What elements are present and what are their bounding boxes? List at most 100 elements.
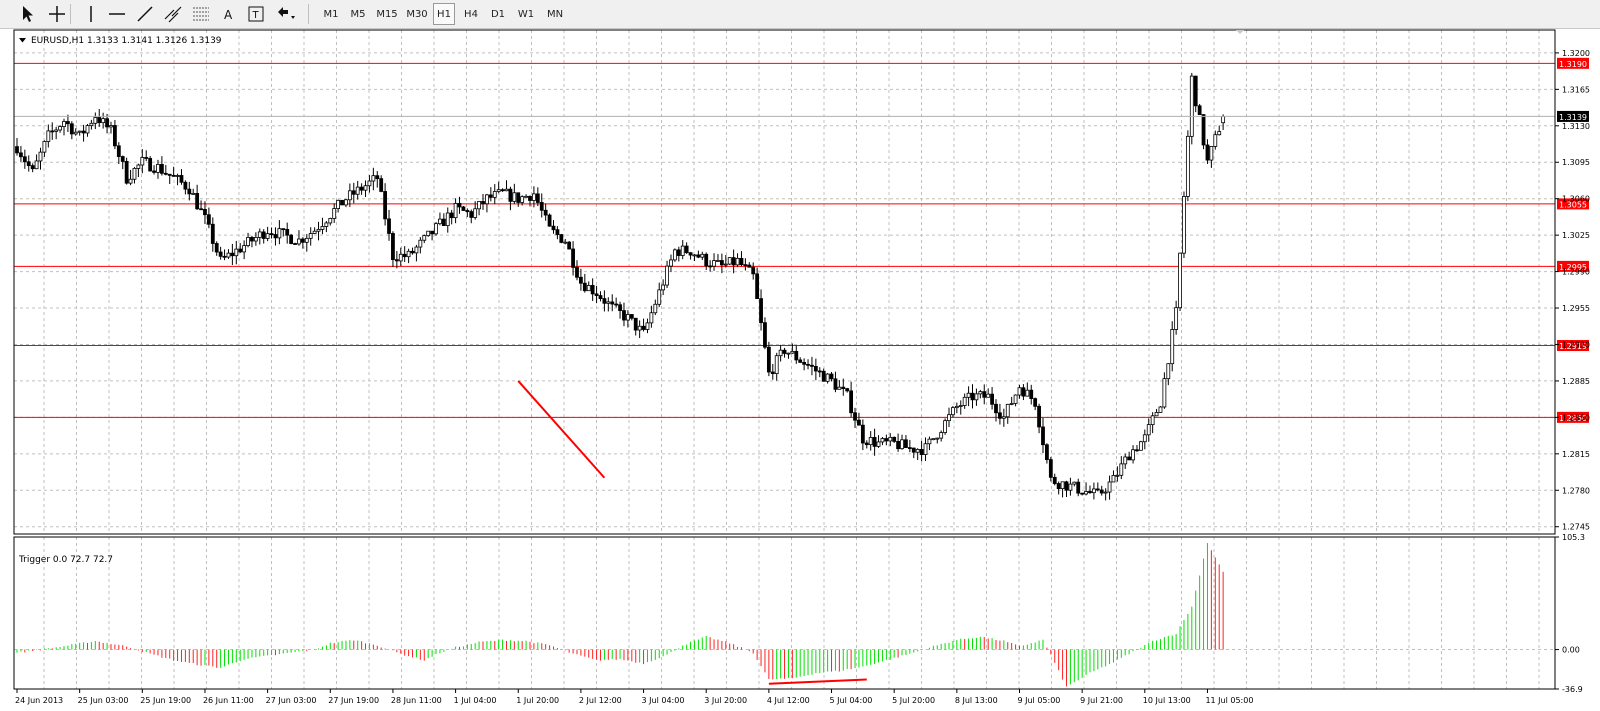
candle [69,121,74,140]
candle [802,358,807,371]
candle-body [1166,363,1171,380]
candle-body [864,442,869,446]
shift-marker-icon[interactable] [1236,30,1244,34]
timeframe-m5-button[interactable]: M5 [350,8,366,20]
candle [73,128,78,136]
candle [622,302,626,327]
candle [132,167,137,184]
trendline-icon [137,6,153,22]
candle-body [966,392,971,398]
candle [970,384,975,409]
candle-body [38,151,43,162]
candle [30,163,35,173]
candle [230,243,235,266]
timeframe-m30-button[interactable]: M30 [406,8,428,20]
candle [1084,482,1088,496]
timeframe-m15-button[interactable]: M15 [376,8,398,20]
candle [547,213,552,227]
chart-menu-icon[interactable] [19,38,26,43]
candle [344,198,348,208]
candle-body [1138,441,1143,451]
candle-body [316,229,321,232]
vertical-line-tool[interactable] [80,3,102,25]
candle [156,159,160,179]
timeframe-mn-button[interactable]: MN [546,8,564,20]
candle-body [817,370,822,373]
candle [1045,443,1049,464]
candle-body [896,440,900,450]
candle-body [845,388,850,392]
candle-body [481,201,485,205]
candle [841,378,846,396]
candle-body [383,191,388,220]
candle [300,237,305,249]
horizontal-line-tool[interactable] [106,3,128,25]
candle [101,112,106,129]
crosshair-tool[interactable] [46,3,68,25]
time-tick-label: 1 Jul 04:00 [454,696,497,705]
candle [394,251,399,269]
candle-body [919,449,924,456]
candle [579,268,583,291]
timeframe-m1-button[interactable]: M1 [323,8,339,20]
candle [1033,397,1038,411]
candle [559,233,564,244]
candle [864,440,869,449]
candle [1095,482,1100,492]
candle [904,435,908,448]
level-label: 1.2919 [1559,342,1587,351]
candle [880,437,885,446]
candle [594,285,599,304]
text-tool[interactable]: A [218,3,240,25]
candle-body [563,241,568,244]
candle-body [1131,449,1135,461]
arrows-dropdown-tool[interactable] [274,3,296,25]
candle [551,220,556,234]
fibonacci-icon [193,7,209,21]
candle [387,209,391,241]
candle-body [277,228,282,239]
candle-body [1037,405,1041,428]
candle-body [332,208,337,219]
timeframe-w1-button[interactable]: W1 [517,8,535,20]
candle-body [598,295,603,299]
candle [1111,470,1116,483]
chart-toolbar: A T M1 M5 M15 M30 H1 H4 D1 W1 MN [0,0,1600,29]
candle [516,192,521,207]
candle [391,231,395,268]
trendline-tool[interactable] [134,3,156,25]
candle-body [492,191,497,198]
timeframe-h4-button[interactable]: H4 [464,8,478,20]
equidistant-channel-tool[interactable] [162,3,184,25]
timeframe-h1-button[interactable]: H1 [433,3,455,25]
candle-body [747,264,752,268]
candle-body [297,238,301,245]
candle [1178,252,1182,312]
price-tick-label: 1.2885 [1562,377,1590,386]
trendline[interactable] [768,678,867,685]
text-label-tool[interactable]: T [245,3,267,25]
candle [167,173,172,184]
candle [187,181,192,201]
candle [15,137,19,156]
candle [1166,363,1171,386]
fibonacci-tool[interactable] [190,3,212,25]
cursor-tool[interactable] [17,3,39,25]
candle-body [958,405,963,407]
candle [770,363,775,380]
candle-body [269,233,274,236]
candle [242,240,247,260]
trendline[interactable] [517,380,606,479]
candle-body [954,405,959,409]
candle [1072,481,1077,487]
candle [465,208,470,218]
candle-body [657,289,662,305]
candle [85,124,90,137]
candle [829,371,834,382]
candle-body [441,218,446,227]
candle [1052,473,1057,486]
candle-body [124,161,129,184]
candle-body [1084,491,1088,495]
candle-body [810,364,814,367]
timeframe-d1-button[interactable]: D1 [490,8,506,20]
